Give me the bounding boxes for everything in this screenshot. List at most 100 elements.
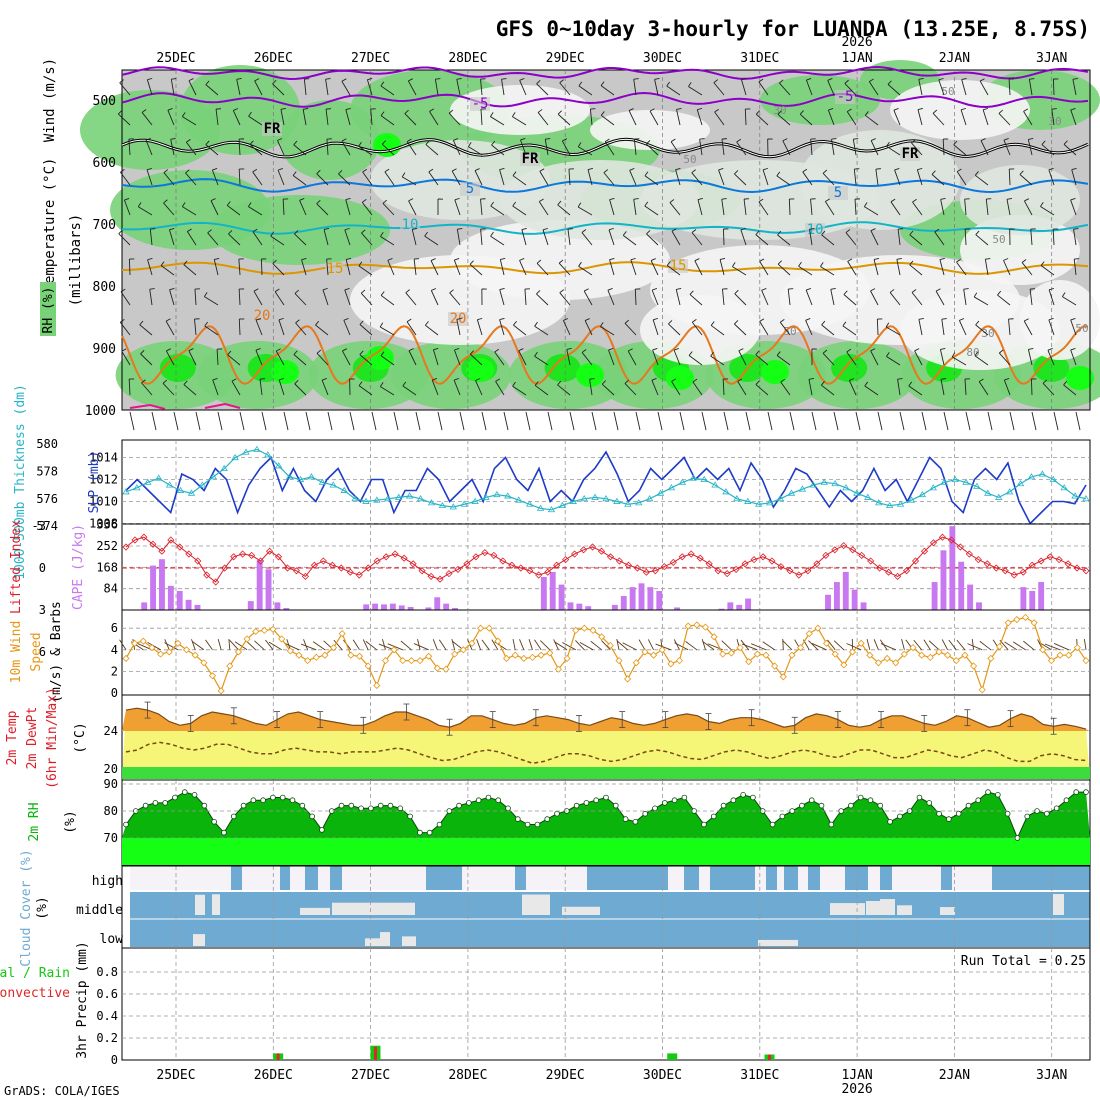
- wind-barb: [1047, 350, 1055, 366]
- wind-barb: [121, 351, 131, 366]
- lifted-index-point: [849, 546, 857, 554]
- wind-barb-flag: [453, 138, 459, 141]
- lifted-index-point: [687, 550, 695, 558]
- wind10m-barb: [647, 639, 654, 651]
- wind-barb-flag: [979, 78, 985, 82]
- wind-barb: [236, 79, 241, 96]
- wind-tick-label: 4: [111, 643, 118, 657]
- wind-barb-flag: [141, 109, 147, 113]
- wind-barb: [405, 292, 417, 306]
- high-cloud-block: [710, 866, 755, 890]
- wind-barb: [402, 385, 417, 396]
- wind-barb: [743, 199, 747, 216]
- wind-barb-flag: [864, 381, 869, 387]
- wind-barb-flag: [147, 77, 153, 81]
- lifted-index-point: [409, 560, 417, 568]
- wind-barb: [361, 232, 373, 246]
- rh2m-point: [162, 800, 168, 806]
- wind-barb: [255, 319, 263, 336]
- wind-barb: [780, 381, 791, 396]
- high-cloud-block: [280, 866, 290, 890]
- wind-barb: [831, 139, 835, 156]
- high-cloud-block: [808, 866, 820, 890]
- lifted-index-point: [176, 543, 184, 551]
- wind-barb-flag: [566, 348, 572, 350]
- wind-barb: [1008, 168, 1011, 186]
- wind10m-barb: [164, 642, 179, 651]
- wind-barb: [425, 324, 439, 336]
- lifted-index-point: [490, 551, 498, 559]
- wind-barb-flag: [520, 137, 526, 141]
- wind-barb: [321, 379, 329, 396]
- lifted-index-point: [885, 568, 893, 576]
- wind-barb: [248, 206, 263, 216]
- wind-barb: [651, 380, 659, 396]
- wind-speed-point: [182, 646, 191, 654]
- wind-barb: [204, 325, 219, 336]
- rh-label: 50: [783, 325, 796, 338]
- wind-barb: [719, 259, 725, 276]
- wind-barb-flag: [624, 379, 629, 384]
- wind-barb-flag: [534, 381, 539, 386]
- rh2m-point: [1083, 789, 1089, 795]
- wind-barb: [722, 378, 725, 396]
- lifted-index-point: [239, 550, 247, 558]
- wind-barb: [675, 169, 681, 186]
- wind-barb-flag: [160, 261, 165, 266]
- ylabel-wind: Wind (m/s): [42, 58, 58, 142]
- rh-label: 50: [683, 153, 696, 166]
- thickness-point: [471, 497, 479, 504]
- rh-contour-area: [800, 130, 960, 230]
- wind-barb: [163, 202, 175, 216]
- cape-bar: [638, 583, 645, 610]
- wind-barb: [491, 144, 505, 156]
- wind-barb: [557, 113, 571, 126]
- wind-speed-point: [174, 639, 182, 647]
- low-cloud-block: [365, 938, 380, 946]
- pressure-tick-label: 700: [93, 218, 116, 233]
- cape-bar: [540, 576, 547, 610]
- temp2m-panel: [121, 694, 1091, 781]
- lifted-index-point: [894, 572, 902, 580]
- wind-barb-flag: [699, 138, 705, 140]
- wind-barb: [501, 79, 505, 96]
- wind-barb-flag: [537, 109, 543, 113]
- thickness-point: [951, 475, 959, 483]
- wind-barb-flag: [777, 260, 782, 265]
- low-cloud-block: [193, 934, 205, 946]
- precip-tick-label: 0: [111, 1053, 118, 1067]
- wind-speed-point: [260, 626, 268, 634]
- wind10m-barb: [413, 643, 429, 651]
- wind-barb-flag: [1019, 170, 1024, 175]
- rh2m-fill: [122, 792, 1090, 838]
- wind-barb-flag: [806, 77, 812, 81]
- wind-barb: [1027, 349, 1033, 366]
- wind-barb: [759, 261, 769, 276]
- wind-barb-flag: [406, 138, 412, 143]
- wind-barb-flag: [1021, 259, 1027, 263]
- wind10m-barb: [638, 639, 646, 651]
- ylabel-temp-c: (6hr Min/Max): [45, 687, 60, 789]
- wind-barb-flag: [294, 230, 299, 235]
- wind-barb-flag: [798, 261, 802, 267]
- wind-barb: [238, 288, 241, 306]
- day-label-top: 3JAN: [1036, 51, 1067, 66]
- wind-barb: [1073, 259, 1077, 276]
- rh2m-point: [1073, 789, 1080, 795]
- wind-speed-point: [978, 686, 986, 694]
- wind10m-barb: [164, 639, 170, 650]
- thickness-point: [984, 489, 992, 496]
- wind-barb: [777, 234, 791, 246]
- wind-barb: [759, 321, 769, 336]
- wind10m-barb: [846, 643, 862, 651]
- rh2m-point: [250, 797, 257, 803]
- lifted-index-point: [642, 568, 650, 576]
- wind-barb: [261, 411, 267, 431]
- wind-barb-flag: [650, 258, 656, 261]
- wind-barb: [249, 144, 263, 156]
- wind-barb: [1029, 289, 1033, 306]
- wind-barb-flag: [293, 140, 298, 146]
- wind-barb-flag: [759, 258, 765, 262]
- wind-barb-flag: [141, 379, 146, 384]
- isotherm-25: [129, 403, 166, 410]
